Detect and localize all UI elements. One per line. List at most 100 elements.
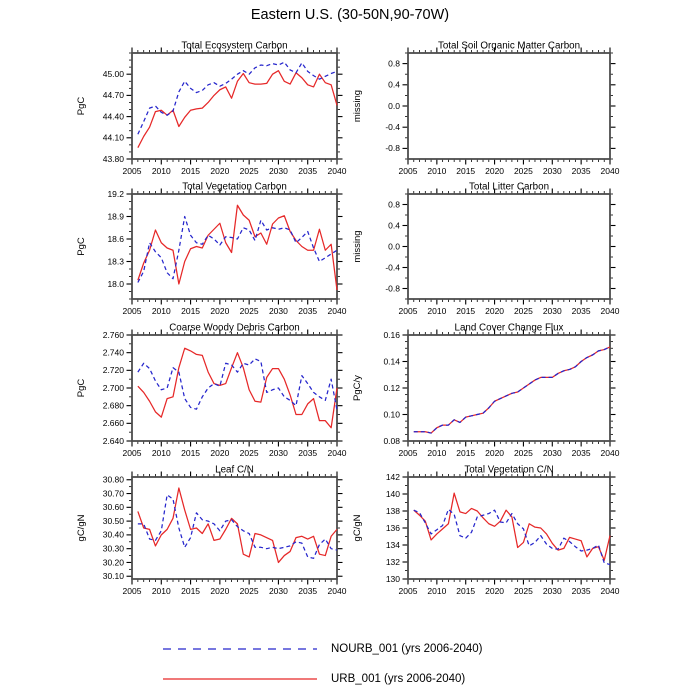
x-tick-label: 2025 [514, 306, 533, 316]
x-tick-label: 2005 [123, 448, 142, 458]
x-tick-label: 2035 [572, 448, 591, 458]
y-tick-label: 30.60 [103, 502, 125, 512]
y-axis-label: PgC [76, 237, 87, 256]
chart-panel-total-vegetation-cn: 2005 2010 2015 2020 2025 2030 2035 2040 130 132 13… [352, 465, 620, 597]
panel-title: Total Ecosystem Carbon [181, 41, 287, 52]
x-tick-label: 2040 [328, 448, 347, 458]
y-tick-label: 43.80 [103, 154, 125, 164]
legend-line-nourb-icon [163, 648, 317, 650]
x-tick-label: 2025 [240, 306, 259, 316]
series-line-NOURB_001 [137, 61, 338, 135]
x-tick-label: 2015 [456, 306, 475, 316]
y-tick-label: 30.40 [103, 530, 125, 540]
x-tick-label: 2040 [601, 586, 620, 596]
x-tick-label: 2040 [601, 448, 620, 458]
x-tick-label: 2010 [152, 586, 171, 596]
x-tick-label: 2010 [427, 166, 446, 176]
x-tick-label: 2015 [181, 166, 200, 176]
x-tick-label: 2020 [210, 166, 229, 176]
y-axis-label: gC/gN [352, 514, 363, 541]
x-tick-label: 2030 [543, 586, 562, 596]
x-tick-label: 2035 [572, 166, 591, 176]
plot-frame [131, 52, 338, 160]
series-line-URB_001 [137, 70, 338, 148]
x-tick-label: 2030 [543, 448, 562, 458]
y-tick-label: 130 [386, 574, 400, 584]
x-tick-label: 2005 [399, 586, 418, 596]
y-tick-label: 18.6 [107, 234, 124, 244]
x-tick-label: 2030 [543, 306, 562, 316]
x-tick-label: 2040 [601, 166, 620, 176]
x-tick-label: 2025 [240, 166, 259, 176]
y-tick-label: 0.4 [388, 80, 400, 90]
chart-panel-leaf-cn: 2005 2010 2015 2020 2025 2030 2035 2040 30.10 30.… [76, 465, 347, 597]
panel-title: Land Cover Change Flux [455, 323, 564, 334]
y-tick-label: -0.8 [385, 143, 400, 153]
x-tick-label: 2025 [514, 448, 533, 458]
series-line-NOURB_001 [137, 494, 338, 559]
plot-frame [131, 334, 338, 442]
x-tick-label: 2040 [328, 586, 347, 596]
x-tick-label: 2035 [572, 586, 591, 596]
y-tick-label: 44.70 [103, 90, 125, 100]
plot-frame [131, 193, 338, 300]
y-tick-label: 132 [386, 557, 400, 567]
y-tick-label: 0.8 [388, 58, 400, 68]
x-tick-label: 2020 [485, 586, 504, 596]
series-line-NOURB_001 [413, 508, 611, 566]
chart-panel-total-vegetation-carbon: 2005 2010 2015 2020 2025 2030 2035 2040 18.0 18.3… [76, 182, 347, 317]
x-tick-label: 2015 [456, 166, 475, 176]
y-tick-label: -0.4 [385, 122, 400, 132]
y-tick-label: 2.740 [103, 347, 125, 357]
y-tick-label: 136 [386, 523, 400, 533]
y-axis-label: gC/gN [76, 514, 87, 541]
x-tick-label: 2035 [572, 306, 591, 316]
panel-title: Leaf C/N [215, 465, 254, 476]
y-tick-label: 30.10 [103, 571, 125, 581]
panel-title: Total Litter Carbon [469, 182, 549, 193]
y-tick-label: 2.680 [103, 400, 125, 410]
x-tick-label: 2040 [328, 166, 347, 176]
chart-panel-total-soil-organic-matter-carbon: 2005 2010 2015 2020 2025 2030 2035 2040 -0.8 -0.4… [352, 41, 620, 177]
x-tick-label: 2040 [601, 306, 620, 316]
y-tick-label: 0.08 [383, 436, 400, 446]
y-tick-label: 2.760 [103, 330, 125, 340]
x-tick-label: 2005 [123, 306, 142, 316]
x-tick-label: 2010 [427, 586, 446, 596]
y-tick-label: 2.720 [103, 365, 125, 375]
y-axis-label: PgC/y [352, 375, 363, 401]
x-tick-label: 2020 [485, 166, 504, 176]
chart-panel-total-ecosystem-carbon: 2005 2010 2015 2020 2025 2030 2035 2040 43.80 44.… [76, 41, 347, 177]
x-tick-label: 2030 [269, 306, 288, 316]
y-tick-label: 30.70 [103, 488, 125, 498]
y-tick-label: 44.40 [103, 111, 125, 121]
x-tick-label: 2025 [514, 586, 533, 596]
x-tick-label: 2020 [485, 306, 504, 316]
y-tick-label: 30.20 [103, 557, 125, 567]
legend-item-urb: URB_001 (yrs 2006-2040) [162, 671, 465, 687]
x-tick-label: 2020 [485, 448, 504, 458]
x-tick-label: 2015 [181, 586, 200, 596]
x-tick-label: 2030 [269, 166, 288, 176]
x-tick-label: 2020 [210, 586, 229, 596]
y-tick-label: -0.4 [385, 262, 400, 272]
x-tick-label: 2015 [181, 448, 200, 458]
x-tick-label: 2005 [123, 166, 142, 176]
y-tick-label: 134 [386, 540, 400, 550]
x-tick-label: 2010 [427, 448, 446, 458]
x-tick-label: 2035 [298, 448, 317, 458]
x-tick-label: 2020 [210, 448, 229, 458]
y-tick-label: 18.9 [107, 211, 124, 221]
y-tick-label: 0.12 [383, 383, 400, 393]
y-tick-label: 30.30 [103, 543, 125, 553]
y-tick-label: 140 [386, 489, 400, 499]
x-tick-label: 2030 [269, 448, 288, 458]
y-tick-label: 0.0 [388, 101, 400, 111]
y-tick-label: 142 [386, 472, 400, 482]
x-tick-label: 2010 [152, 448, 171, 458]
x-tick-label: 2015 [181, 306, 200, 316]
x-tick-label: 2005 [399, 166, 418, 176]
x-tick-label: 2035 [298, 306, 317, 316]
